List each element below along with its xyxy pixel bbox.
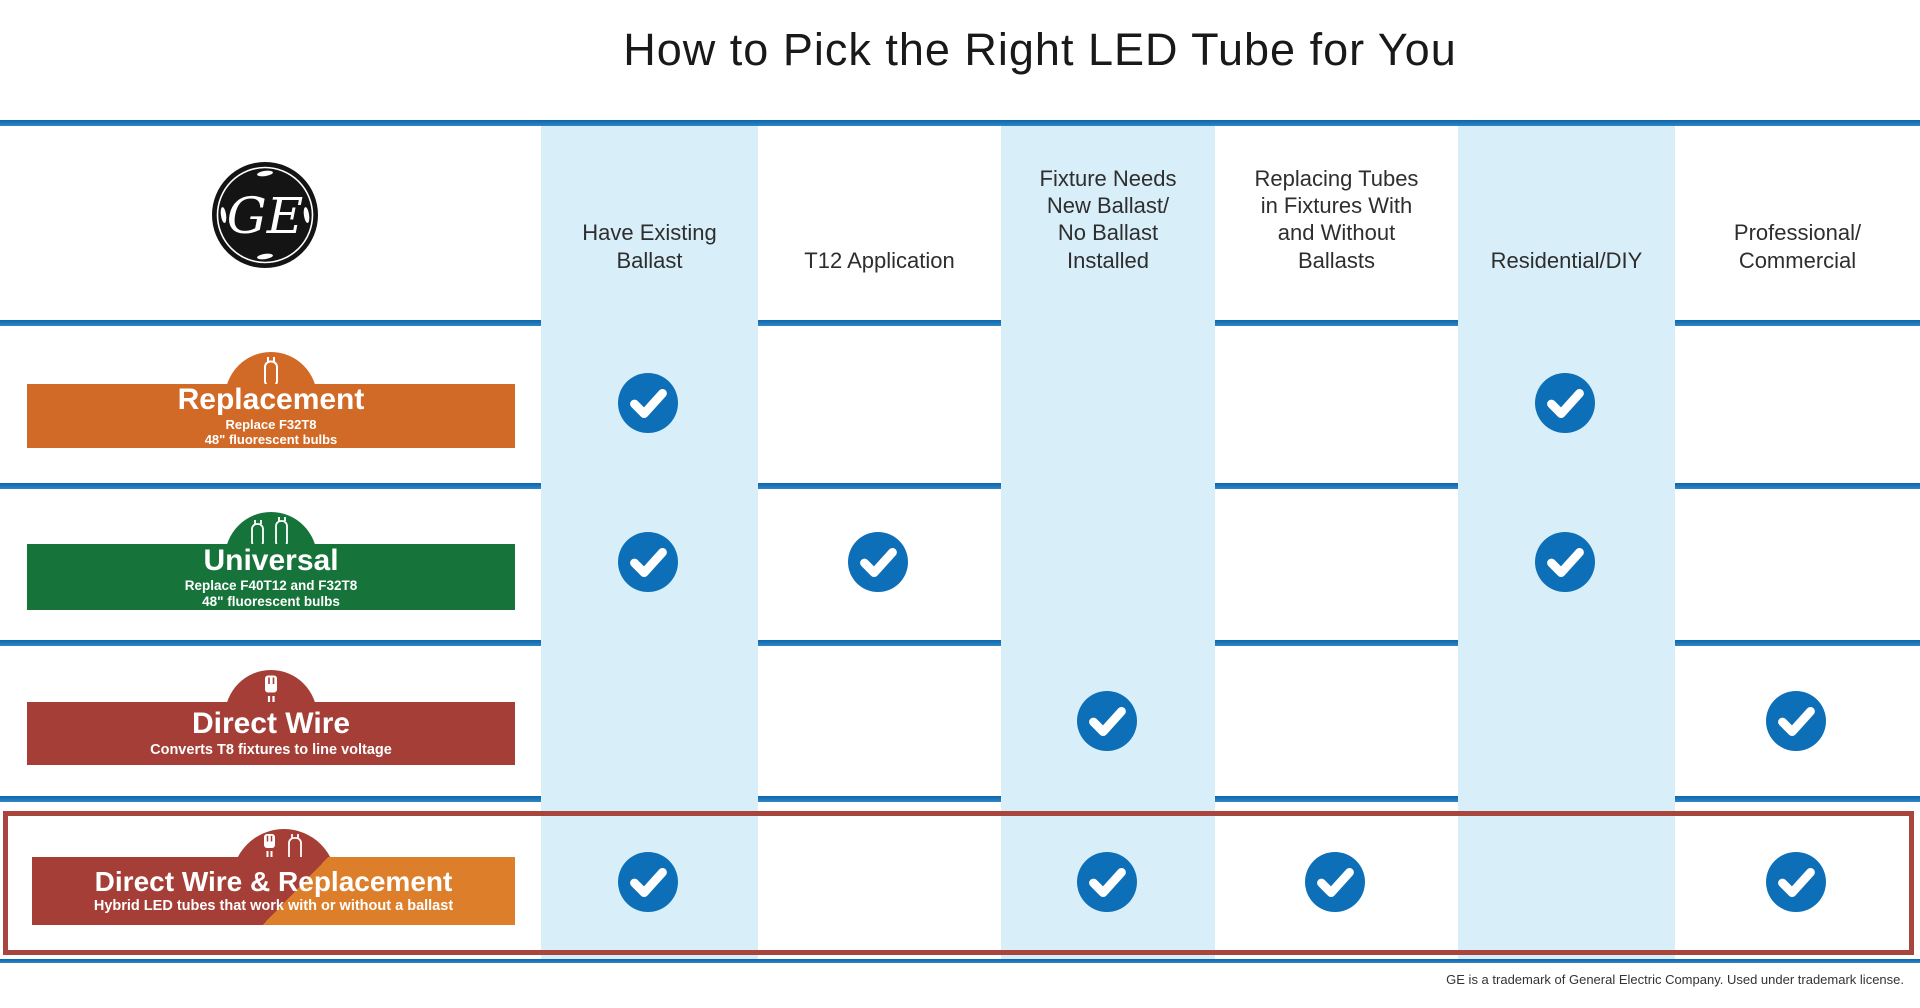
trademark-disclaimer: GE is a trademark of General Electric Co… [1446, 972, 1904, 987]
check-icon [1535, 532, 1595, 592]
column-shade-fixture-needs-new-ballast [1001, 126, 1215, 959]
check-icon [618, 852, 678, 912]
banner-dome [224, 512, 318, 544]
banner-dome [224, 670, 318, 702]
column-header-professional-commercial: Professional/ Commercial [1733, 220, 1862, 273]
check-icon [618, 532, 678, 592]
hybrid-tube-icon [263, 834, 302, 857]
row-title: Direct Wire & Replacement [94, 865, 453, 897]
row-subtitle: Converts T8 fixtures to line voltage [150, 741, 392, 758]
row-title: Universal [203, 543, 339, 577]
column-header-replacing-tubes: Replacing Tubes in Fixtures With and Wit… [1254, 165, 1419, 273]
divider-line [0, 959, 1920, 963]
divider-line [0, 640, 1920, 646]
row-banner-direct-wire-and-replacement: Direct Wire & Replacement Hybrid LED tub… [32, 829, 515, 925]
banner-dome [224, 352, 318, 384]
row-banner-replacement: Replacement Replace F32T8 48" fluorescen… [27, 352, 515, 448]
svg-text:GE: GE [227, 187, 303, 245]
column-header-fixture-needs-new-ballast: Fixture Needs New Ballast/ No Ballast In… [1039, 165, 1177, 273]
column-header-t12-application: T12 Application [804, 247, 955, 273]
led-tube-icon [264, 357, 278, 384]
check-icon [848, 532, 908, 592]
ge-monogram-icon: GE [212, 162, 318, 268]
divider-line [0, 320, 1920, 326]
check-icon [618, 373, 678, 433]
dual-tube-icon [251, 517, 288, 544]
check-icon [1077, 691, 1137, 751]
check-icon [1766, 691, 1826, 751]
row-banner-universal: Universal Replace F40T12 and F32T8 48" f… [27, 512, 515, 610]
divider-line [0, 120, 1920, 126]
banner-dome [231, 829, 337, 857]
row-banner-direct-wire: Direct Wire Converts T8 fixtures to line… [27, 670, 515, 765]
check-icon [1766, 852, 1826, 912]
ge-logo: GE [210, 160, 320, 270]
check-icon [1077, 852, 1137, 912]
check-icon [1305, 852, 1365, 912]
row-subtitle: Replace F40T12 and F32T8 48" fluorescent… [184, 578, 358, 609]
direct-wire-tube-icon [265, 675, 277, 702]
check-icon [1535, 373, 1595, 433]
divider-line [0, 483, 1920, 489]
row-subtitle: Replace F32T8 48" fluorescent bulbs [204, 416, 338, 447]
row-title: Replacement [177, 383, 365, 417]
column-header-residential-diy: Residential/DIY [1490, 247, 1643, 273]
divider-line [0, 796, 1920, 802]
row-subtitle: Hybrid LED tubes that work with or witho… [93, 898, 454, 915]
column-header-have-existing-ballast: Have Existing Ballast [582, 220, 717, 273]
page-title: How to Pick the Right LED Tube for You [623, 24, 1457, 75]
row-title: Direct Wire [191, 707, 351, 741]
